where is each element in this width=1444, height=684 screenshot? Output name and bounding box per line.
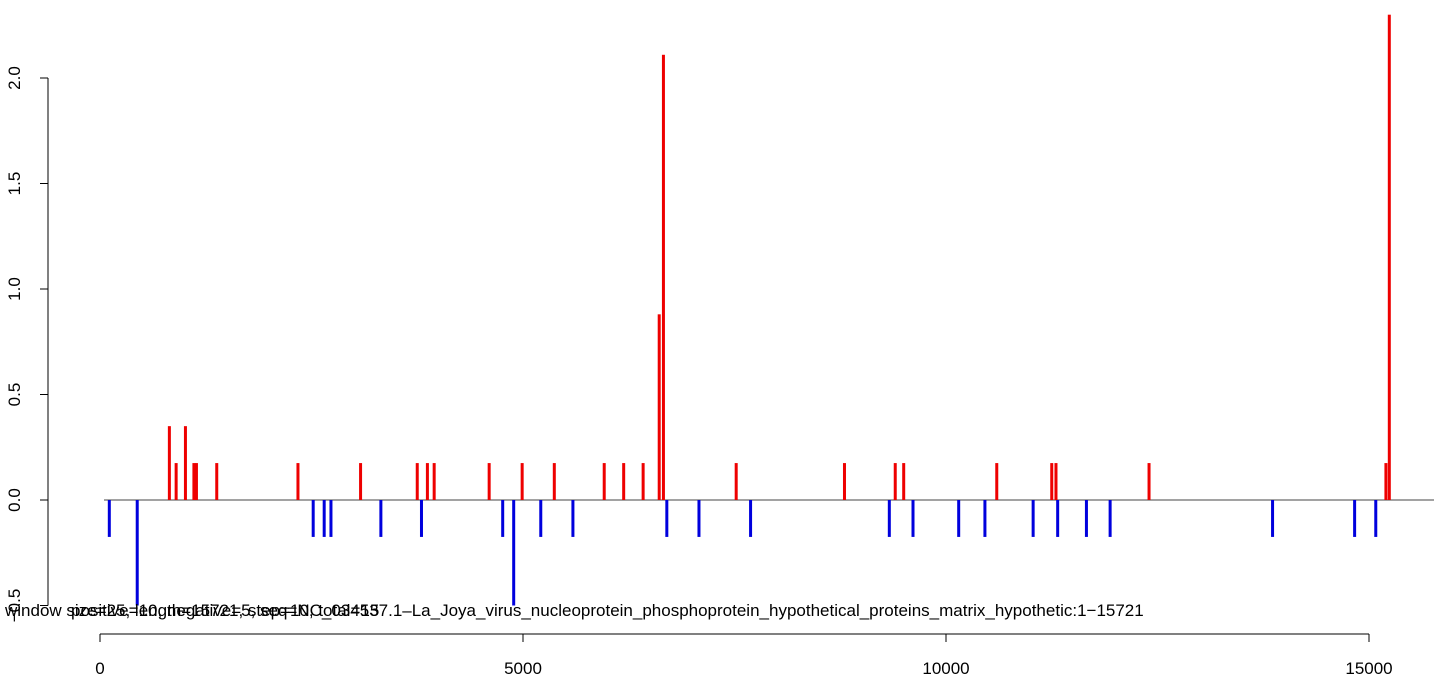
- negative-bar: [1374, 500, 1378, 537]
- positive-bar: [842, 463, 846, 500]
- negative-bar: [379, 500, 383, 537]
- negative-bar: [887, 500, 891, 537]
- negative-bar: [135, 500, 139, 606]
- positive-bar: [487, 463, 491, 500]
- negative-bar: [1353, 500, 1357, 537]
- positive-bar: [192, 463, 196, 500]
- y-axis: −0.5 0.0 0.5 1.0 1.5 2.0: [5, 66, 49, 623]
- x-axis: 0 5000 10000 15000: [95, 633, 1393, 678]
- positive-bar: [641, 463, 645, 500]
- negative-bar: [571, 500, 575, 537]
- positive-bar: [661, 54, 665, 500]
- positive-bar: [425, 463, 429, 500]
- positive-bar: [183, 426, 187, 500]
- negative-bar: [512, 500, 516, 606]
- positive-bar: [552, 463, 556, 500]
- positive-bar: [215, 463, 219, 500]
- positive-bar: [995, 463, 999, 500]
- negative-bar: [911, 500, 915, 537]
- x-tick-label: 5000: [504, 659, 542, 678]
- overlay-text-2: positive=10, negative=5, seq=NC_034537.1…: [71, 601, 1144, 620]
- negative-bar: [1108, 500, 1112, 537]
- bars-group: [107, 14, 1391, 606]
- negative-bar: [983, 500, 987, 537]
- y-tick-label: 0.5: [5, 383, 24, 407]
- positive-bar: [657, 314, 661, 500]
- positive-bar: [1147, 463, 1151, 500]
- positive-bar: [734, 463, 738, 500]
- x-tick-label: 0: [95, 659, 104, 678]
- negative-bar: [329, 500, 333, 537]
- negative-bar: [322, 500, 326, 537]
- positive-bar: [1054, 463, 1058, 500]
- negative-bar: [1084, 500, 1088, 537]
- negative-bar: [501, 500, 505, 537]
- positive-bar: [602, 463, 606, 500]
- positive-bar: [174, 463, 178, 500]
- positive-bar: [167, 426, 171, 500]
- positive-bar: [902, 463, 906, 500]
- x-tick-label: 10000: [922, 659, 969, 678]
- negative-bar: [1031, 500, 1035, 537]
- negative-bar: [749, 500, 753, 537]
- negative-bar: [311, 500, 315, 537]
- positive-bar: [194, 463, 198, 500]
- overlay-text-1: window size=25, length=15721, step=10, t…: [4, 601, 379, 620]
- positive-bar: [1384, 463, 1388, 500]
- y-tick-label: 1.0: [5, 277, 24, 301]
- y-tick-label: 2.0: [5, 66, 24, 90]
- positive-bar: [520, 463, 524, 500]
- x-tick-label: 15000: [1345, 659, 1392, 678]
- negative-bar: [1271, 500, 1275, 537]
- positive-bar: [415, 463, 419, 500]
- positive-bar: [622, 463, 626, 500]
- negative-bar: [665, 500, 669, 537]
- y-tick-label: −0.5: [5, 589, 24, 623]
- negative-bar: [419, 500, 423, 537]
- y-tick-label: 1.5: [5, 172, 24, 196]
- positive-bar: [296, 463, 300, 500]
- negative-bar: [1056, 500, 1060, 537]
- y-tick-label: 0.0: [5, 488, 24, 512]
- negative-bar: [539, 500, 543, 537]
- negative-bar: [697, 500, 701, 537]
- positive-bar: [432, 463, 436, 500]
- positive-bar: [1387, 14, 1391, 500]
- positive-bar: [359, 463, 363, 500]
- positive-bar: [893, 463, 897, 500]
- positive-bar: [1050, 463, 1054, 500]
- negative-bar: [107, 500, 111, 537]
- negative-bar: [957, 500, 961, 537]
